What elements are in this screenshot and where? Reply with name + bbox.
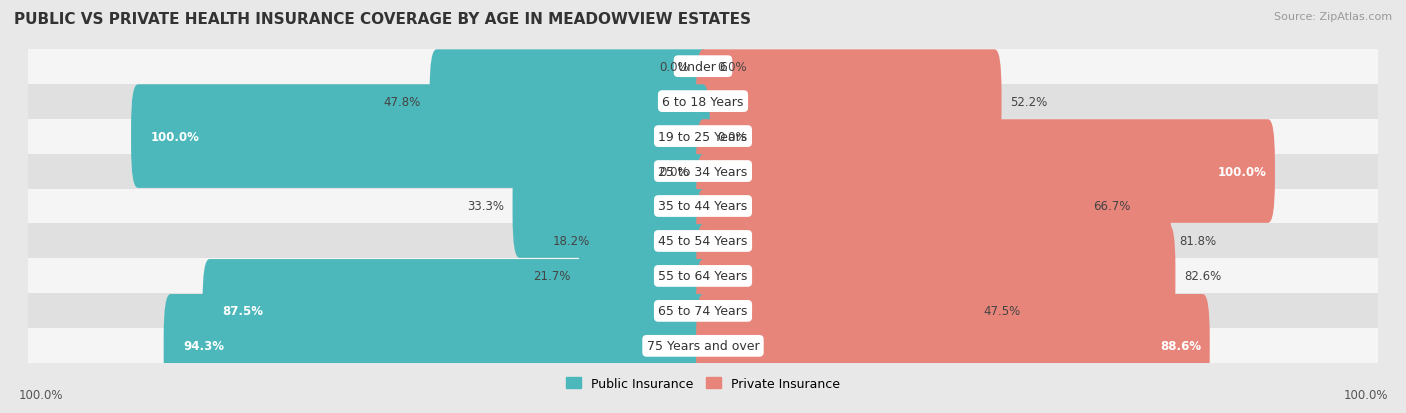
Text: 87.5%: 87.5% (222, 305, 263, 318)
Text: 94.3%: 94.3% (184, 339, 225, 352)
Text: 55 to 64 Years: 55 to 64 Years (658, 270, 748, 283)
Text: 100.0%: 100.0% (150, 130, 200, 143)
Text: 0.0%: 0.0% (659, 165, 689, 178)
FancyBboxPatch shape (430, 50, 710, 154)
FancyBboxPatch shape (163, 294, 710, 398)
Text: 65 to 74 Years: 65 to 74 Years (658, 305, 748, 318)
Text: 19 to 25 Years: 19 to 25 Years (658, 130, 748, 143)
FancyBboxPatch shape (28, 224, 1378, 259)
FancyBboxPatch shape (131, 85, 710, 188)
Legend: Public Insurance, Private Insurance: Public Insurance, Private Insurance (561, 372, 845, 395)
Text: 88.6%: 88.6% (1160, 339, 1201, 352)
Text: 35 to 44 Years: 35 to 44 Years (658, 200, 748, 213)
Text: 81.8%: 81.8% (1180, 235, 1216, 248)
FancyBboxPatch shape (28, 50, 1378, 84)
FancyBboxPatch shape (696, 155, 1084, 258)
FancyBboxPatch shape (28, 119, 1378, 154)
Text: 82.6%: 82.6% (1184, 270, 1222, 283)
Text: 75 Years and over: 75 Years and over (647, 339, 759, 352)
Text: 100.0%: 100.0% (18, 388, 63, 401)
Text: 66.7%: 66.7% (1092, 200, 1130, 213)
FancyBboxPatch shape (579, 225, 710, 328)
Text: 45 to 54 Years: 45 to 54 Years (658, 235, 748, 248)
Text: 47.8%: 47.8% (384, 95, 420, 108)
FancyBboxPatch shape (696, 190, 1171, 293)
Text: 18.2%: 18.2% (553, 235, 591, 248)
Text: 0.0%: 0.0% (659, 61, 689, 74)
FancyBboxPatch shape (28, 154, 1378, 189)
FancyBboxPatch shape (696, 225, 1175, 328)
FancyBboxPatch shape (28, 189, 1378, 224)
Text: 0.0%: 0.0% (717, 130, 747, 143)
Text: 25 to 34 Years: 25 to 34 Years (658, 165, 748, 178)
FancyBboxPatch shape (28, 84, 1378, 119)
Text: 6 to 18 Years: 6 to 18 Years (662, 95, 744, 108)
Text: 33.3%: 33.3% (467, 200, 503, 213)
Text: Under 6: Under 6 (678, 61, 728, 74)
FancyBboxPatch shape (696, 259, 974, 363)
Text: Source: ZipAtlas.com: Source: ZipAtlas.com (1274, 12, 1392, 22)
FancyBboxPatch shape (513, 155, 710, 258)
Text: PUBLIC VS PRIVATE HEALTH INSURANCE COVERAGE BY AGE IN MEADOWVIEW ESTATES: PUBLIC VS PRIVATE HEALTH INSURANCE COVER… (14, 12, 751, 27)
Text: 0.0%: 0.0% (717, 61, 747, 74)
Text: 47.5%: 47.5% (983, 305, 1021, 318)
FancyBboxPatch shape (696, 120, 1275, 223)
Text: 52.2%: 52.2% (1010, 95, 1047, 108)
FancyBboxPatch shape (696, 294, 1209, 398)
FancyBboxPatch shape (599, 190, 710, 293)
FancyBboxPatch shape (202, 259, 710, 363)
Text: 100.0%: 100.0% (1218, 165, 1267, 178)
FancyBboxPatch shape (28, 259, 1378, 294)
FancyBboxPatch shape (28, 329, 1378, 363)
FancyBboxPatch shape (696, 50, 1001, 154)
FancyBboxPatch shape (28, 294, 1378, 329)
Text: 100.0%: 100.0% (1343, 388, 1388, 401)
Text: 21.7%: 21.7% (533, 270, 571, 283)
